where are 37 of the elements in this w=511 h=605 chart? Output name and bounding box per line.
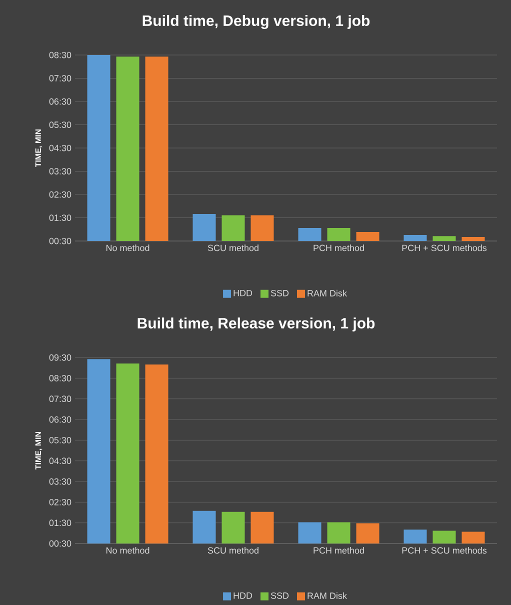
y-axis-title: TIME, MIN (35, 129, 42, 168)
x-tick-label: PCH + SCU methods (402, 244, 487, 252)
legend-label: SSD (270, 592, 289, 599)
x-tick-label: No method (106, 547, 150, 554)
y-tick-label: 00:30 (49, 540, 72, 547)
y-tick-label: 05:30 (49, 122, 72, 128)
y-tick-label: 02:30 (49, 498, 72, 506)
x-tick-label: SCU method (208, 244, 258, 252)
legend-label: HDD (234, 290, 252, 296)
legend-label: HDD (234, 592, 252, 599)
y-tick-label: 01:30 (49, 214, 72, 221)
legend-label: SSD (270, 290, 289, 296)
y-tick-label: 07:30 (49, 75, 72, 82)
y-tick-label: 03:30 (49, 478, 72, 485)
y-tick-label: 05:30 (49, 436, 72, 444)
y-tick-label: 07:30 (49, 396, 72, 402)
x-tick-label: No method (106, 244, 150, 252)
legend-label: RAM Disk (308, 290, 347, 296)
y-tick-label: 04:30 (49, 458, 72, 464)
x-tick-label: SCU method (208, 547, 258, 554)
y-tick-label: 08:30 (49, 375, 72, 382)
y-tick-label: 03:30 (49, 168, 72, 174)
y-tick-label: 09:30 (49, 354, 72, 361)
chart-title: Build time, Debug version, 1 job (142, 14, 370, 30)
y-axis-title: TIME, MIN (35, 432, 42, 470)
y-tick-label: 00:30 (49, 238, 72, 244)
x-tick-label: PCH + SCU methods (402, 547, 487, 554)
x-tick-label: PCH method (314, 244, 364, 252)
y-tick-label: 06:30 (49, 98, 72, 105)
y-tick-label: 08:30 (49, 52, 72, 58)
y-tick-label: 04:30 (49, 144, 72, 152)
y-tick-label: 02:30 (49, 191, 72, 198)
chart-title: Build time, Release version, 1 job (138, 318, 375, 332)
legend-label: RAM Disk (308, 592, 347, 599)
y-tick-label: 01:30 (49, 520, 72, 526)
x-tick-label: PCH method (314, 547, 364, 554)
y-tick-label: 06:30 (49, 416, 72, 423)
